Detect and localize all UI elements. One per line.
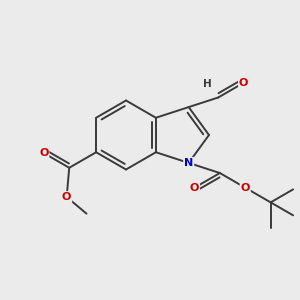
Text: O: O	[239, 78, 248, 88]
Text: O: O	[241, 183, 250, 193]
Text: O: O	[190, 183, 199, 193]
Text: O: O	[39, 148, 49, 158]
Text: H: H	[203, 79, 212, 89]
Text: O: O	[62, 192, 71, 202]
Text: N: N	[184, 158, 193, 168]
